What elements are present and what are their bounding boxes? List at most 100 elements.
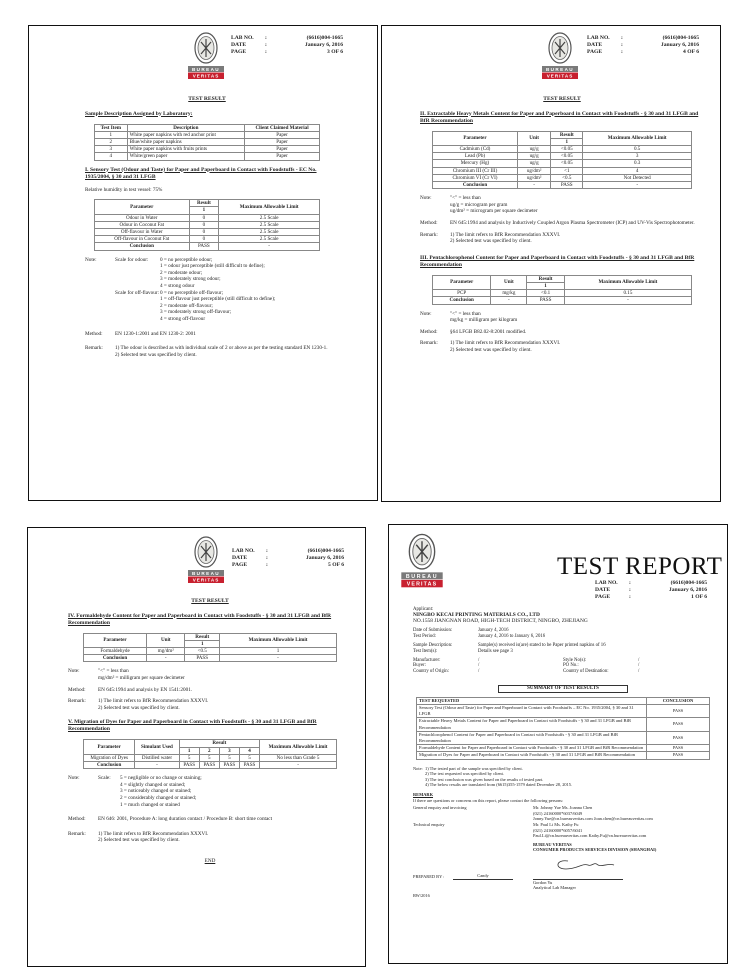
field-value: Details see page 3 [478,648,513,654]
list-line: Mr. Johnny Yue Ms. Joanna Chen [533,805,593,811]
remark-heading: REMARK [413,791,434,797]
table-cell: Cadmium (Cd) [432,144,518,154]
field-label: Test Period: [413,634,436,640]
column-header: 1 [184,639,221,649]
table-row: Conclusion - PASS - [82,654,337,663]
list-line: 2) Selected test was specified by client… [98,837,180,844]
method-text: EN 645:1994 and analysis by Inductively … [450,220,695,226]
table-cell: 5 [238,753,261,762]
bureau-veritas-logo: BUREAU VERITAS [186,32,226,82]
list-line: Paul.Li@cn.bureauveritas.com Kathy.Fu@cn… [533,833,647,839]
column-header: Maximum Allowable Limit [218,199,320,215]
table-cell: PASS [646,751,710,760]
section-title: TEST RESULT [191,598,229,604]
list-line: 3) The test conclusion was given based o… [425,776,544,782]
list-line: Jonny.Yue@cn.bureauveritas.com Joan.chen… [533,816,653,822]
date-value: January 6, 2016 [304,42,343,48]
section-heading: II. Extractable Heavy Metals Content for… [420,110,699,124]
table-cell: ug/g [516,144,552,154]
report-page-3: BUREAU VERITAS LAB NO.: (6616)004-1665 DAT… [28,25,378,501]
table-cell: - [259,760,337,770]
table-row: Parameter Unit Result Maximum Allowable Lim… [431,274,693,291]
table-cell: PASS [646,730,710,746]
note-label: Note: [413,765,423,771]
sample-fields: Sample Description: Sample(s) received is… [413,643,713,655]
page-label: PAGE [595,594,611,600]
table-cell: Mercury (Hg) [432,159,518,168]
table-cell: Chromium III (Cr III) [432,166,518,175]
column-header: Maximum Allowable Limit [582,130,692,147]
table-cell: 0.3 [582,159,692,168]
list-line: 1) The limit refers to BfR Recommendatio… [450,231,561,238]
summary-table: TEST REQUESTED CONCLUSION Sensory Test (Od… [416,696,710,760]
method-text: §64 LFGB B82.02-8:2001 modified. [450,328,527,335]
table-row: Chromium III (Cr III) ug/dm² <1 4 [432,166,692,175]
table-row: 3 White paper napkins with fruits prints P… [94,145,320,154]
table-cell: 0.5 [582,144,692,154]
page-header: LAB NO.: (6616)004-1665 DATE: January 6, 2… [232,548,344,569]
prepared-by-name: Candy [453,873,513,880]
table-cell: White paper napkins with red anchor prin… [126,130,246,140]
column-header: Result [550,130,584,139]
list-line: "<" = less than [98,668,129,675]
table-cell: 0 [188,235,220,244]
table-cell: 2 [94,137,128,147]
method-label: Method: [420,220,438,226]
table-row: 1 [433,281,692,291]
table-row: 1 [433,137,692,147]
colon: : [265,49,267,55]
sample-description-table: Test Item Description Client Claimed Mater… [94,123,320,161]
list-line: 4 = slightly changed or stained; [120,781,186,788]
division-name: CONSUMER PRODUCTS SERVICES DIVISION (SHA… [533,847,657,853]
method-label: Method: [68,816,86,823]
bureau-veritas-logo: BUREAU VERITAS [186,536,226,586]
field-row: Manufacturer: / Style No(s): / [413,658,713,664]
date-label: DATE [232,555,248,561]
table-cell: Odour in Water [94,213,190,222]
table-row: 1 White paper napkins with red anchor pri… [94,130,320,140]
odour-scale-label: Scale for odour: [115,256,149,263]
table-row: Conclusion - PASS - [431,296,693,305]
field-row: Test Period: January 4, 2016 to January 6… [413,634,713,640]
list-line: "<" = less than [450,195,481,202]
table-cell: <0.05 [550,144,584,154]
submission-fields: Date of Submission: January 4, 2016 Test P… [413,628,713,640]
lab-no-label: LAB NO. [587,35,610,41]
lab-no-value: (6616)004-1665 [670,580,707,586]
field-value: / [478,663,480,669]
svg-text:BUREAU: BUREAU [546,67,574,72]
applicant-address: NO.1558 JIANGNAN ROAD, HIGH-TECH DISTRIC… [413,617,588,624]
note-list: "<" = less than mg/dm² = milligram per sq… [98,668,352,681]
table-row: Pentachlorophenol Content for Paper and … [416,730,710,746]
table-row: Lead (Pb) ug/g <0.05 3 [432,152,692,161]
field-value: / [638,669,640,675]
remark-label: Remark: [420,231,438,238]
field-value: / [638,663,640,669]
sensory-test-table: Parameter Result Maximum Allowable Limit 1 O… [94,199,320,251]
table-row: Conclusion PASS - [94,242,320,251]
remark-label: Remark: [68,830,86,837]
column-header: TEST REQUESTED [416,696,647,705]
field-row: Date of Submission: January 4, 2016 [413,628,713,634]
list-line: 2) Selected test was specified by client… [115,351,197,358]
note-label: Note: [68,668,80,675]
flavour-scale-list: 0 = no perceptible off-flavour; 1 = off-f… [160,290,275,323]
method-label: Method: [420,328,438,335]
list-line: 1 = much changed or stained [120,801,180,808]
table-cell: Paper [244,130,320,140]
table-row: Conclusion - PASS - [432,181,692,190]
field-label: Style No(s): [563,657,587,663]
table-cell: Migration of Dyes [82,753,136,762]
remark-list: 1) The limit refers to BfR Recommendatio… [98,831,352,844]
method-label: Method: [85,330,103,337]
table-cell: Paper [244,137,320,147]
scale-list: 5 = negligible or no change or staining;… [120,775,202,808]
table-cell: 5 [198,753,220,762]
field-value: January 4, 2016 to January 6, 2016 [478,634,546,640]
table-row: Mercury (Hg) ug/g <0.05 0.3 [432,159,692,168]
section-heading: III. Pentachlorophenol Content for Paper… [420,254,695,268]
humidity-text: Relative humidity in test vessel: 75% [85,186,163,193]
origin-fields: Manufacturer: / Style No(s): / Buyer: / PO No.… [413,658,713,675]
page-header: LAB NO.: (6616)004-1665 DATE: January 6, 2… [587,35,699,56]
table-cell: ug/g [516,152,552,161]
